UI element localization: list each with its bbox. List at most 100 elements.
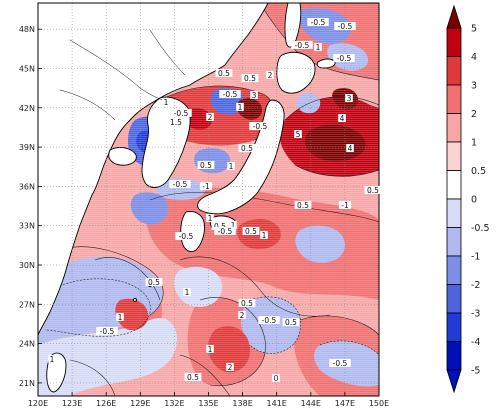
colorbar-label: 0.5 (471, 166, 486, 177)
contour-label: -0.5 (262, 316, 277, 325)
contour-label: -0.5 (295, 41, 310, 50)
contour-label-bg (294, 130, 302, 138)
contour-label-bg (272, 374, 280, 382)
contour-label-bg (206, 214, 214, 222)
contour-label-bg (206, 345, 214, 353)
lat-tick-label: 30N (19, 261, 35, 270)
colorbar-label: -0.5 (471, 223, 490, 234)
lat-tick-label: 42N (19, 104, 35, 113)
contour-label-bg (162, 98, 170, 106)
contour-label-bg (282, 318, 300, 326)
border-line (69, 39, 163, 101)
contour-label: 1 (229, 162, 234, 171)
contour-label-bg (314, 43, 322, 51)
contour-label: 1 (208, 214, 213, 223)
contour-label: 0.5 (187, 373, 199, 382)
contour-label: 0.5 (218, 69, 230, 78)
contour-label: 0.5 (285, 318, 297, 327)
colorbar-box (446, 56, 462, 86)
colorbar-box (446, 27, 462, 57)
contour-label-bg (346, 144, 354, 152)
contour-label-bg (260, 231, 268, 239)
colorbar-label: 5 (471, 24, 477, 35)
contour-line (199, 297, 266, 387)
colorbar-label: -2 (471, 280, 480, 291)
contour-label: 0.5 (241, 299, 253, 308)
contour-label: -0.5 (253, 122, 268, 131)
contour-labels: -0.5 -0.5 1 -0.5 -0.5 0.5 2 0.5 -0.5 3 1 -0.5 1.5 2 1 4… (48, 18, 382, 383)
contour-label-bg (238, 144, 256, 152)
contour-label: -0.5 (173, 180, 188, 189)
contour-label: 0.5 (367, 186, 379, 195)
contour-label-bg (229, 221, 237, 229)
contour-label: 4 (340, 114, 345, 123)
contour-label: 1 (231, 221, 236, 230)
contour-label-bg (145, 278, 163, 286)
contour-label: -0.5 (223, 90, 238, 99)
asia-mainland (38, 3, 269, 336)
contour-label-bg (338, 114, 346, 122)
contour-label-bg (241, 74, 259, 82)
contour-label: 2 (240, 311, 245, 320)
contour-line (179, 354, 231, 396)
contour-line (299, 315, 379, 336)
lon-tick-label: 135E (198, 399, 218, 408)
contour-line (284, 96, 379, 121)
contour-label-bg (206, 113, 214, 121)
lat-tick-label: 39N (19, 143, 35, 152)
contour-label-bg (170, 109, 192, 117)
lat-tick-label: 48N (19, 25, 35, 34)
contour-label: -1 (341, 201, 349, 210)
contour-label-bg (183, 288, 191, 296)
contour-label-bg (175, 232, 197, 240)
contour-label-bg (242, 227, 260, 235)
colorbar-label: -5 (471, 366, 480, 377)
contour-label: 0.5 (244, 74, 256, 83)
contour-label: 3 (347, 94, 352, 103)
contour-label: 1 (164, 98, 169, 107)
contour-label-bg (169, 180, 191, 188)
contour-label-bg (329, 359, 351, 367)
lat-tick-label: 33N (19, 222, 35, 231)
contour-label: 1 (208, 345, 213, 354)
contour-line (94, 257, 161, 301)
contour-label: 1 (118, 313, 123, 322)
contour-label: 4 (348, 144, 353, 153)
lat-tick-label: 27N (19, 300, 35, 309)
contour-label: 2 (268, 71, 273, 80)
contour-label-bg (333, 54, 355, 62)
lon-tick-label: 141E (267, 399, 287, 408)
lon-tick-label: 126E (96, 399, 116, 408)
contour-label-bg (250, 91, 258, 99)
shandong (108, 147, 137, 166)
lon-tick-label: 120E (28, 399, 48, 408)
contour-label-bg (116, 313, 124, 321)
contour-label: 0.5 (148, 278, 160, 287)
contour-line (249, 296, 301, 354)
kuril-islands (316, 58, 336, 69)
contour-label-bg (211, 222, 229, 230)
lon-tick-label: 138E (232, 399, 252, 408)
contour-label-bg (345, 94, 353, 102)
contour-label: -1 (202, 182, 210, 191)
border-line (149, 29, 186, 76)
contour-label-bg (227, 162, 235, 170)
contour-label-bg (238, 311, 246, 319)
lon-tick-label: 123E (62, 399, 82, 408)
colorbar-label: 1 (471, 138, 477, 149)
contour-label: 0.5 (245, 227, 257, 236)
contour-label: -0.5 (337, 54, 352, 63)
lon-tick-label: 150E (369, 399, 389, 408)
contour-line (294, 164, 379, 177)
contour-label-bg (48, 355, 56, 363)
contour-label: 2 (228, 363, 233, 372)
contour-label-bg (334, 22, 356, 30)
contour-label: 1 (316, 43, 321, 52)
colorbar: 5 4 3 2 1 0.5 0 -0.5 -1 -2 -3 -4 -5 (446, 4, 490, 394)
longitude-axis: 120E 123E 126E 129E 132E 135E 138E 141E 144E 147E… (28, 392, 389, 408)
contour-label: -0.5 (338, 22, 353, 31)
contour-label-bg (249, 122, 271, 130)
contour-label-bg (219, 90, 241, 98)
colorbar-box (446, 312, 462, 342)
contour-label: 1.5 (170, 118, 182, 127)
